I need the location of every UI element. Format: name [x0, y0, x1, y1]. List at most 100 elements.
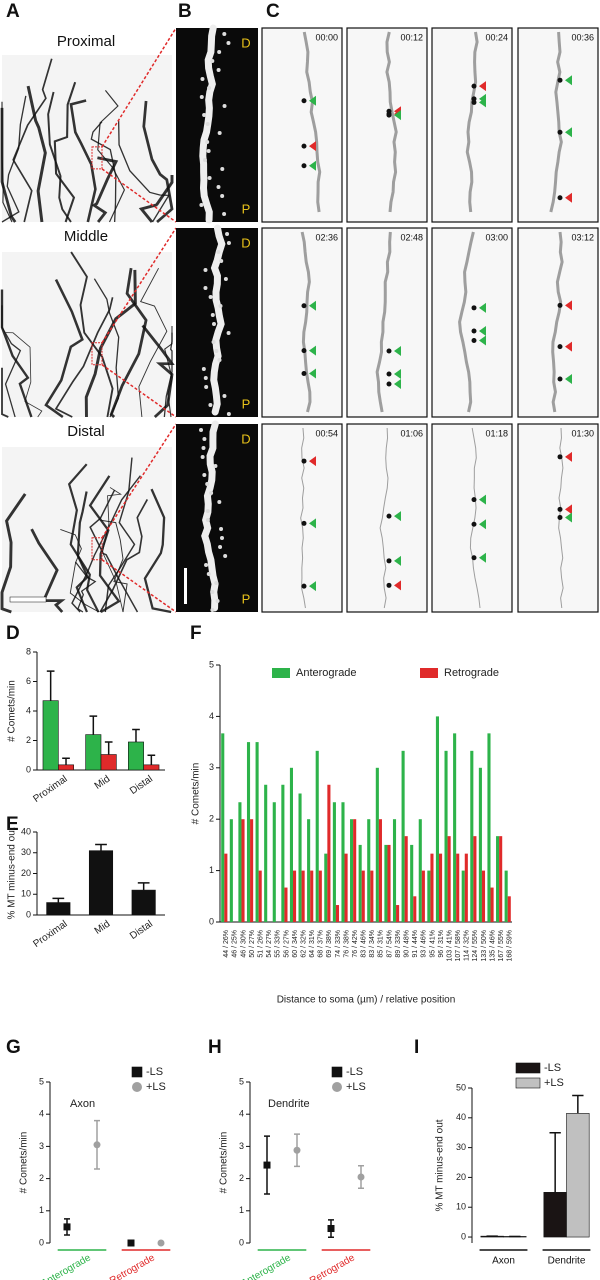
- spine: [220, 167, 225, 171]
- bar: [310, 870, 314, 922]
- bar: [350, 819, 354, 922]
- spine: [216, 185, 221, 189]
- legend-swatch: [515, 1077, 541, 1089]
- panel-letter: H: [208, 1037, 222, 1058]
- bar: [447, 836, 451, 922]
- arrowhead: [394, 580, 401, 591]
- panel-letter: G: [6, 1037, 21, 1058]
- spine: [226, 241, 231, 245]
- bar: [413, 896, 417, 922]
- neurite: [117, 120, 170, 223]
- spine: [213, 464, 218, 468]
- arrowhead: [394, 345, 401, 356]
- arrowhead: [309, 456, 316, 467]
- y-tick-label: 30: [21, 847, 31, 857]
- neurite: [100, 519, 128, 613]
- y-axis-label: # Comets/min: [19, 1132, 30, 1194]
- dendrite: [469, 427, 481, 609]
- bar: [370, 870, 374, 922]
- bar: [543, 1192, 567, 1238]
- x-tick-label: 76 / 38%: [343, 930, 350, 958]
- arrowhead: [309, 518, 316, 529]
- y-tick-label: 2: [239, 1173, 244, 1183]
- bar: [221, 733, 225, 922]
- dendrite: [201, 420, 219, 612]
- x-tick-label: 87 / 54%: [386, 930, 393, 958]
- bar: [100, 754, 117, 771]
- arrowhead: [479, 519, 486, 530]
- error-bar: [572, 1094, 584, 1114]
- comet: [557, 376, 563, 382]
- y-tick-label: 20: [21, 868, 31, 878]
- error-bar: [147, 754, 156, 765]
- spine: [210, 313, 215, 317]
- dendrite: [549, 31, 563, 213]
- bar: [85, 734, 102, 771]
- neurite: [70, 251, 114, 418]
- arrowhead: [565, 75, 572, 86]
- bar: [301, 870, 305, 922]
- spine: [205, 482, 210, 486]
- arrowhead: [565, 300, 572, 311]
- comet: [301, 371, 307, 377]
- bar: [566, 1113, 590, 1238]
- spine: [216, 68, 221, 72]
- y-tick-label: 5: [209, 659, 214, 669]
- bar: [332, 802, 336, 922]
- neurite: [88, 475, 121, 613]
- neurite: [0, 493, 27, 614]
- spine: [218, 545, 223, 549]
- comet: [301, 520, 307, 526]
- arrowhead: [479, 494, 486, 505]
- comet: [557, 195, 563, 201]
- neurite: [47, 91, 72, 223]
- legend-swatch: [132, 1082, 142, 1092]
- timestamp: 00:00: [315, 32, 338, 42]
- roi-box: [91, 537, 103, 561]
- y-tick-label: 30: [456, 1142, 466, 1152]
- roi-box: [91, 146, 103, 170]
- spine: [201, 446, 206, 450]
- comet: [557, 302, 563, 308]
- neurite: [71, 475, 141, 613]
- roi-box: [91, 342, 103, 366]
- comet: [386, 582, 392, 588]
- spine: [207, 86, 212, 90]
- spine: [222, 394, 227, 398]
- arrowhead: [309, 581, 316, 592]
- point: [157, 1239, 165, 1247]
- comet: [301, 583, 307, 589]
- bar: [281, 784, 285, 922]
- y-axis-label: # Comets/min: [7, 680, 18, 742]
- spine: [208, 403, 213, 407]
- bar: [258, 870, 262, 922]
- bar: [375, 767, 379, 922]
- spine: [214, 581, 219, 585]
- spine: [219, 527, 224, 531]
- x-tick-label: 85 / 31%: [378, 930, 385, 958]
- spine: [206, 572, 211, 576]
- x-tick-label: 68 / 37%: [318, 930, 325, 958]
- x-tick-label: 133 / 50%: [481, 930, 488, 962]
- spine: [205, 518, 210, 522]
- x-tick-label: 95 / 41%: [429, 930, 436, 958]
- bar: [410, 844, 414, 922]
- bar: [487, 733, 491, 922]
- point: [127, 1239, 135, 1247]
- spine: [199, 95, 204, 99]
- bar: [378, 819, 382, 922]
- micrograph: [346, 227, 428, 418]
- timestamp: 02:48: [400, 232, 423, 242]
- x-tick-label: 89 / 33%: [395, 930, 402, 958]
- panel-letter: D: [6, 623, 20, 644]
- micrograph: [261, 227, 343, 418]
- y-tick-label: 4: [239, 1109, 244, 1119]
- micrograph: [346, 423, 428, 613]
- comet: [471, 305, 477, 311]
- point: [327, 1225, 335, 1233]
- y-tick-label: 0: [39, 1237, 44, 1247]
- panel-letter: C: [266, 1, 280, 22]
- bar: [418, 819, 422, 922]
- spine: [216, 250, 221, 254]
- neurite: [12, 58, 53, 223]
